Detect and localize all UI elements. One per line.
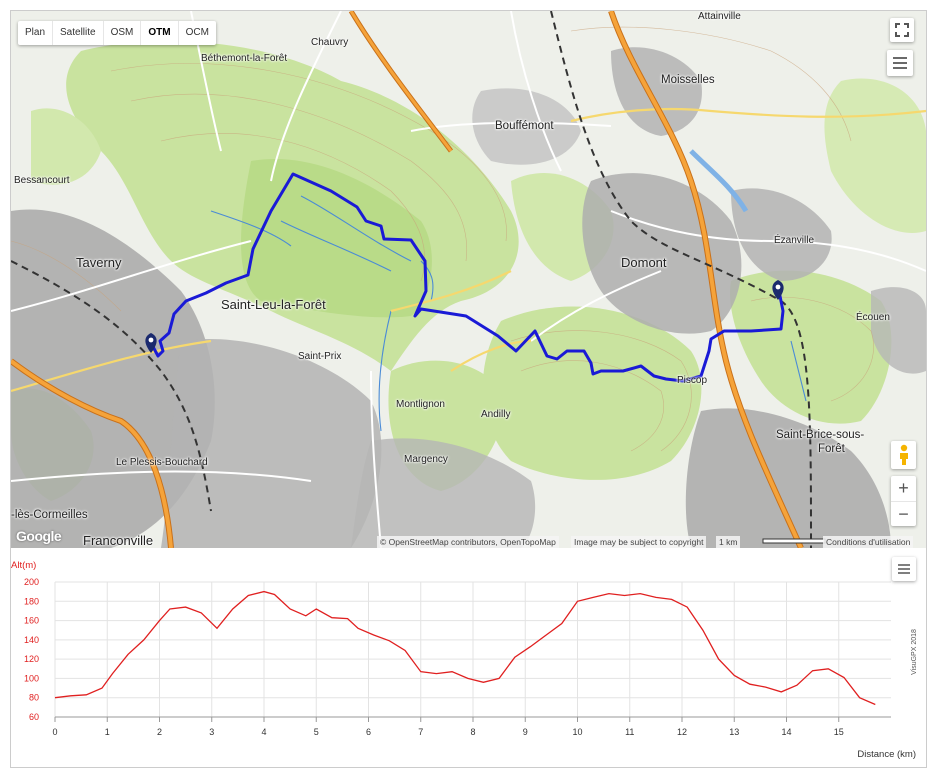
place-bessancourt: Bessancourt xyxy=(14,175,70,186)
place-saint-brice-2: Forêt xyxy=(818,443,845,455)
place-ezanville: Ézanville xyxy=(774,235,815,246)
x-tick-label: 10 xyxy=(572,727,582,737)
zoom-control: + − xyxy=(891,476,916,526)
x-tick-label: 1 xyxy=(105,727,110,737)
place-cormeilles: -lès-Cormeilles xyxy=(11,509,88,521)
place-ecouen: Écouen xyxy=(856,312,890,323)
y-tick-label: 160 xyxy=(24,616,39,626)
fullscreen-icon xyxy=(895,23,909,37)
y-tick-label: 120 xyxy=(24,654,39,664)
place-montlignon: Montlignon xyxy=(396,399,445,410)
x-tick-label: 6 xyxy=(366,727,371,737)
place-moisselles: Moisselles xyxy=(661,74,715,86)
place-saint-leu: Saint-Leu-la-Forêt xyxy=(221,297,326,312)
place-attainville: Attainville xyxy=(698,11,741,22)
x-tick-label: 12 xyxy=(677,727,687,737)
google-logo: Google xyxy=(16,528,62,544)
elevation-line xyxy=(54,590,876,706)
place-plessis: Le Plessis-Bouchard xyxy=(116,457,208,468)
elevation-profile[interactable]: 60 80 100 120 140 160 180 200 0 1 2 3 4 5 6 7 8 9 10 11 12 1… xyxy=(11,552,926,766)
y-tick-label: 100 xyxy=(24,673,39,683)
x-tick-label: 9 xyxy=(523,727,528,737)
fullscreen-button[interactable] xyxy=(890,18,914,42)
map-type-ocm[interactable]: OCM xyxy=(185,27,209,38)
map-view[interactable]: Attainville Chauvry Béthemont-la-Forêt M… xyxy=(11,11,926,548)
map-tiles[interactable] xyxy=(11,11,926,548)
place-andilly: Andilly xyxy=(481,409,511,420)
x-tick-label: 5 xyxy=(314,727,319,737)
map-menu-button[interactable] xyxy=(887,50,913,76)
x-tick-label: 4 xyxy=(261,727,266,737)
scale-label: 1 km xyxy=(716,536,741,548)
y-axis-label: Alt(m) xyxy=(11,560,36,571)
x-tick-label: 8 xyxy=(470,727,475,737)
zoom-out-button[interactable]: − xyxy=(898,503,909,524)
place-bouffemont: Bouffémont xyxy=(495,120,554,132)
map-type-satellite[interactable]: Satellite xyxy=(53,21,104,45)
hamburger-icon xyxy=(898,564,910,574)
x-tick-label: 15 xyxy=(834,727,844,737)
scale-bar xyxy=(762,538,826,544)
place-bethemont: Béthemont-la-Forêt xyxy=(201,53,288,64)
street-view-button[interactable] xyxy=(891,441,916,469)
x-tick-label: 13 xyxy=(729,727,739,737)
start-marker[interactable] xyxy=(145,333,157,353)
place-franconville: Franconville xyxy=(83,533,154,548)
x-tick-label: 2 xyxy=(157,727,162,737)
map-type-plan[interactable]: Plan xyxy=(18,21,54,45)
x-axis-label: Distance (km) xyxy=(857,749,916,760)
x-tick-label: 0 xyxy=(52,727,57,737)
gpx-track xyxy=(149,172,785,383)
y-tick-label: 140 xyxy=(24,635,39,645)
profile-menu-button[interactable] xyxy=(892,557,916,581)
place-saint-brice: Saint-Brice-sous- xyxy=(776,429,865,441)
x-tick-label: 3 xyxy=(209,727,214,737)
map-type-switcher: Plan Satellite OSM OTM OCM xyxy=(18,21,216,45)
pegman-icon xyxy=(899,444,908,465)
map-type-otm[interactable]: OTM xyxy=(141,21,179,45)
y-tick-label: 200 xyxy=(24,577,39,587)
place-domont: Domont xyxy=(621,255,667,270)
y-tick-label: 180 xyxy=(24,596,39,606)
place-margency: Margency xyxy=(404,454,448,465)
y-tick-label: 60 xyxy=(29,712,39,722)
x-tick-label: 14 xyxy=(781,727,791,737)
watermark: VisuGPX 2018 xyxy=(911,629,918,675)
y-tick-label: 80 xyxy=(29,693,39,703)
x-tick-label: 11 xyxy=(625,727,634,737)
end-marker[interactable] xyxy=(772,280,784,300)
x-tick-label: 7 xyxy=(418,727,423,737)
zoom-in-button[interactable]: + xyxy=(891,476,916,502)
place-piscop: Piscop xyxy=(677,375,708,386)
hamburger-icon xyxy=(893,57,907,69)
place-taverny: Taverny xyxy=(76,255,122,270)
terms-link[interactable]: Conditions d'utilisation xyxy=(823,536,914,548)
place-chauvry: Chauvry xyxy=(311,37,349,48)
map-attribution-copyright[interactable]: Image may be subject to copyright xyxy=(571,536,707,548)
place-saint-prix: Saint-Prix xyxy=(298,351,342,362)
map-attribution-osm[interactable]: © OpenStreetMap contributors, OpenTopoMa… xyxy=(377,536,559,548)
map-type-osm[interactable]: OSM xyxy=(104,21,142,45)
